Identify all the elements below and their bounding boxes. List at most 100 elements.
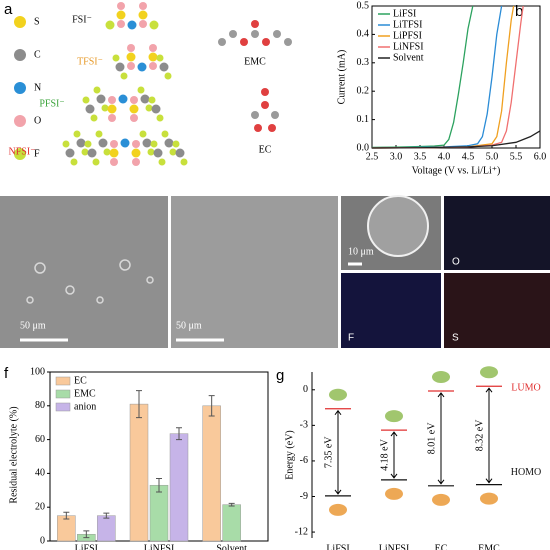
gap-arrow bbox=[485, 387, 493, 484]
y-tick-label: 0.5 bbox=[357, 0, 370, 11]
atom bbox=[159, 62, 169, 72]
legend-label: O bbox=[34, 115, 41, 126]
atom-swatch bbox=[14, 148, 26, 160]
particle bbox=[367, 195, 429, 257]
atom bbox=[164, 72, 172, 80]
atom bbox=[164, 138, 174, 148]
eds-map bbox=[444, 273, 550, 348]
atom bbox=[261, 101, 269, 109]
bar bbox=[149, 484, 169, 542]
y-tick-label: 100 bbox=[30, 366, 45, 377]
y-axis-title: Energy (eV) bbox=[284, 430, 295, 480]
atom bbox=[81, 148, 89, 156]
atom bbox=[95, 130, 103, 138]
atom bbox=[105, 20, 115, 30]
atom bbox=[132, 140, 140, 148]
gap-arrow bbox=[334, 409, 342, 495]
orbital bbox=[385, 410, 403, 423]
legend-label: LiNFSI bbox=[393, 41, 424, 52]
error-bar bbox=[156, 477, 162, 493]
legend-label: S bbox=[34, 16, 40, 27]
panel-label: g bbox=[276, 367, 284, 384]
atom bbox=[169, 148, 177, 156]
atom bbox=[251, 30, 259, 38]
atom bbox=[127, 44, 135, 52]
panel-label: b bbox=[515, 3, 523, 20]
gap-label: 4.18 eV bbox=[379, 438, 390, 470]
atom bbox=[96, 94, 106, 104]
orbital bbox=[385, 487, 403, 500]
atom bbox=[90, 114, 98, 122]
atom bbox=[139, 130, 147, 138]
molecule-label: EC bbox=[259, 144, 272, 155]
error-bar bbox=[136, 390, 142, 419]
atom bbox=[130, 114, 138, 122]
atom bbox=[85, 104, 95, 114]
atom bbox=[254, 124, 262, 132]
x-tick-label: LiNFSI bbox=[379, 543, 410, 550]
x-tick-label: LiNFSI bbox=[144, 543, 175, 550]
atom bbox=[101, 104, 109, 112]
x-axis-title: Voltage (V vs. Li/Li⁺) bbox=[412, 165, 501, 176]
atom bbox=[127, 62, 135, 70]
atom bbox=[70, 158, 78, 166]
legend-label: F bbox=[34, 148, 40, 159]
atom bbox=[139, 2, 147, 10]
atom bbox=[73, 130, 81, 138]
atom bbox=[262, 38, 270, 46]
atom bbox=[172, 140, 180, 148]
atom bbox=[261, 88, 269, 96]
atom-swatch bbox=[14, 82, 26, 94]
map-label: F bbox=[348, 333, 354, 344]
y-tick-label: -9 bbox=[300, 491, 308, 502]
annotation: LUMO bbox=[511, 383, 540, 394]
legend-swatch bbox=[55, 376, 71, 386]
atom bbox=[109, 148, 119, 158]
atom bbox=[156, 114, 164, 122]
atom bbox=[120, 138, 130, 148]
legend-label: LiTFSI bbox=[393, 19, 422, 30]
x-tick-label: 3.5 bbox=[414, 151, 427, 162]
x-tick-label: 3.0 bbox=[390, 151, 403, 162]
legend-label: LiPFSI bbox=[393, 30, 422, 41]
atom bbox=[84, 140, 92, 148]
atom bbox=[132, 158, 140, 166]
atom bbox=[92, 158, 100, 166]
legend-label: EMC bbox=[74, 388, 96, 399]
y-tick-label: 0 bbox=[303, 384, 308, 395]
atom bbox=[271, 111, 279, 119]
legend-label: LiFSI bbox=[393, 8, 416, 19]
atom bbox=[98, 138, 108, 148]
legend-label: anion bbox=[74, 401, 96, 412]
x-tick-label: Solvent bbox=[216, 543, 247, 550]
atom bbox=[116, 10, 126, 20]
atom-swatch bbox=[14, 115, 26, 127]
x-tick-label: 6.0 bbox=[534, 151, 547, 162]
atom bbox=[93, 86, 101, 94]
error-bar bbox=[83, 530, 90, 539]
atom bbox=[153, 148, 163, 158]
atom bbox=[137, 86, 145, 94]
sem-image bbox=[0, 196, 168, 348]
atom bbox=[156, 54, 164, 62]
atom bbox=[62, 140, 70, 148]
error-bar bbox=[208, 395, 215, 417]
legend-swatch bbox=[55, 389, 71, 399]
error-bar bbox=[103, 512, 110, 519]
bar bbox=[222, 504, 241, 542]
atom bbox=[284, 38, 292, 46]
scale-label: 10 μm bbox=[348, 246, 374, 257]
atom bbox=[130, 96, 138, 104]
atom bbox=[110, 140, 118, 148]
y-tick-label: 40 bbox=[35, 468, 45, 479]
x-tick-label: 4.0 bbox=[438, 151, 451, 162]
atom bbox=[268, 124, 276, 132]
y-tick-label: 0.4 bbox=[357, 29, 370, 40]
panel-label: f bbox=[4, 365, 9, 382]
map-label: S bbox=[452, 333, 459, 344]
bar bbox=[169, 433, 189, 542]
y-tick-label: 0.2 bbox=[357, 85, 370, 96]
x-tick-label: EC bbox=[435, 543, 448, 550]
atom bbox=[107, 104, 117, 114]
